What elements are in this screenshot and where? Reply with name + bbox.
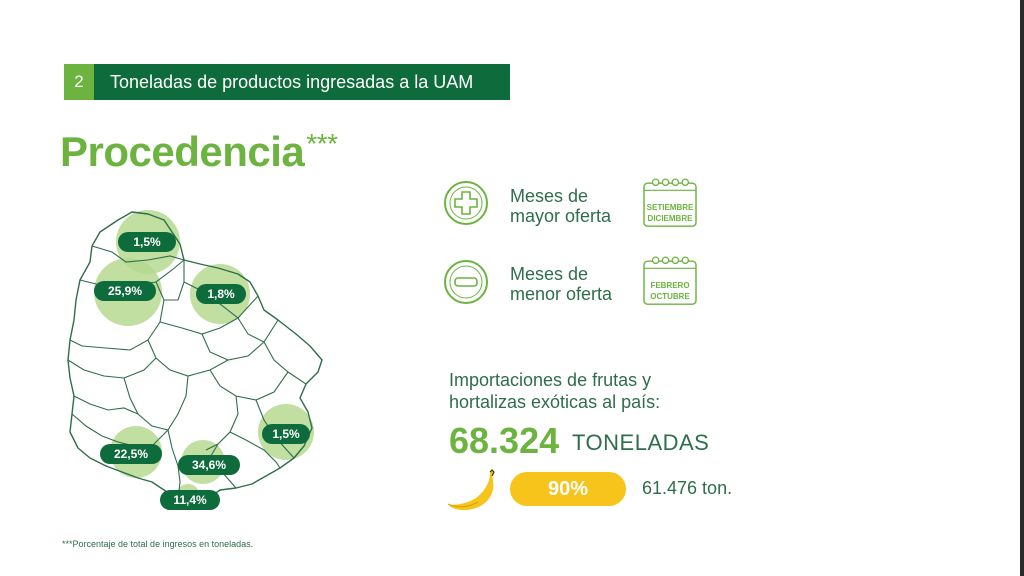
page-title: Procedencia*** (60, 128, 338, 176)
title-text: Procedencia (60, 128, 305, 175)
region-pill-north: 1,5% (118, 232, 176, 252)
section-header: 2 Toneladas de productos ingresadas a la… (64, 64, 510, 100)
calendar-icon (643, 256, 697, 305)
plus-icon (444, 181, 488, 225)
region-pill-northwest: 25,9% (94, 281, 156, 301)
region-pill-southwest: 22,5% (100, 444, 162, 464)
banana-tons: 61.476 ton. (642, 478, 733, 498)
imports-unit: TONELADAS (572, 430, 710, 455)
imports-line1: Importaciones de frutas y (449, 370, 652, 390)
region-pill-northeast: 1,8% (196, 284, 246, 304)
max-month-end: DICIEMBRE (647, 214, 693, 223)
imports-value: 68.324 (449, 420, 560, 461)
region-pill-south: 34,6% (178, 455, 240, 475)
min-offer-line1: Meses de (510, 264, 589, 284)
region-pill-east: 1,5% (262, 424, 310, 444)
min-offer-label: Meses de menor oferta (510, 264, 612, 304)
minus-icon (444, 260, 488, 304)
min-offer-line2: menor oferta (510, 284, 613, 304)
imports-line2: hortalizas exóticas al país: (449, 392, 661, 412)
footnote: ***Porcentaje de total de ingresos en to… (62, 539, 254, 549)
max-offer-months: SETIEMBRE DICIEMBRE (639, 202, 701, 224)
max-offer-line1: Meses de (510, 186, 589, 206)
slide-edge (1020, 0, 1024, 576)
banana-percent: 90% (510, 472, 626, 506)
max-month-start: SETIEMBRE (646, 203, 694, 212)
section-number: 2 (64, 64, 94, 100)
country-outline (67, 211, 323, 507)
min-month-end: OCTUBRE (650, 292, 690, 301)
max-offer-label: Meses de mayor oferta (510, 186, 611, 226)
section-title: Toneladas de productos ingresadas a la U… (110, 72, 474, 92)
min-offer-months: FEBRERO OCTUBRE (639, 280, 701, 302)
calendar-icon (643, 178, 697, 227)
imports-label: Importaciones de frutas y hortalizas exó… (449, 369, 660, 413)
region-pill-capital: 11,4% (160, 490, 220, 510)
min-month-start: FEBRERO (650, 281, 690, 290)
max-offer-line2: mayor oferta (510, 206, 612, 226)
title-mark: *** (306, 128, 338, 159)
banana-icon (447, 469, 495, 511)
